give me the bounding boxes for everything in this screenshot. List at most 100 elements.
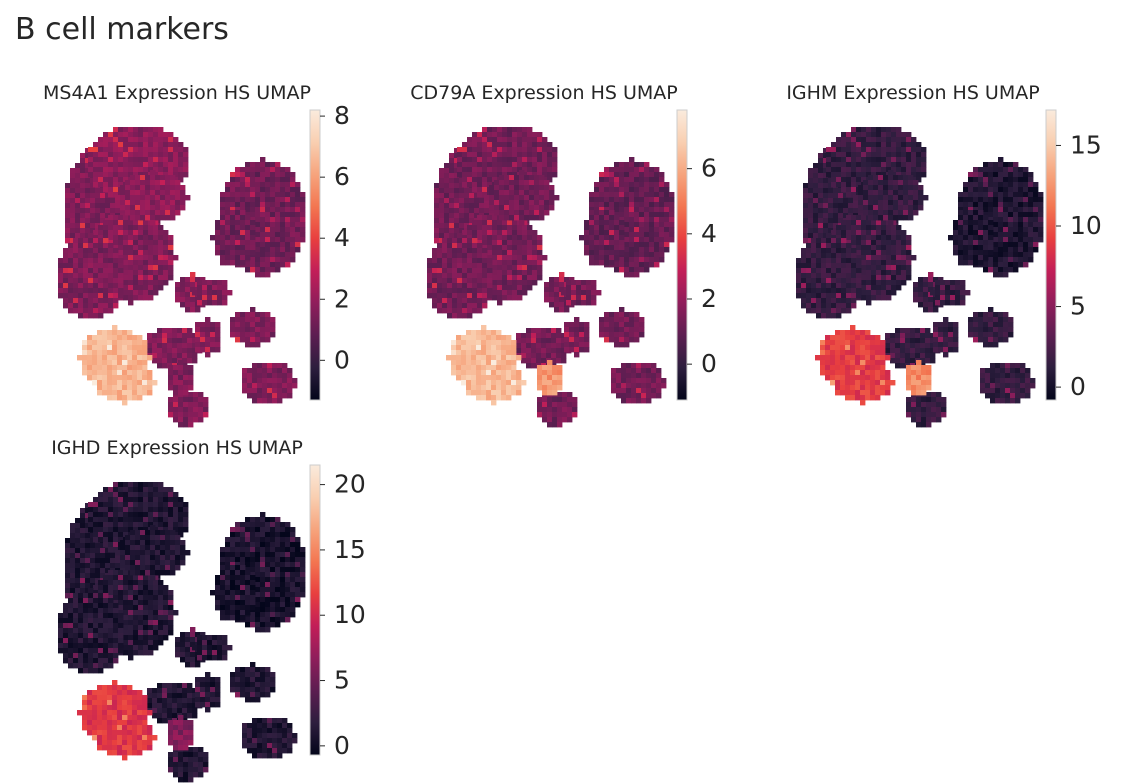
umap-cell [172,328,178,334]
umap-cell [544,287,550,293]
umap-cell [669,202,675,208]
umap-cell [487,273,493,279]
umap-cell [476,355,482,361]
umap-cell [447,308,453,314]
umap-cell [634,267,640,273]
umap-cell [549,205,555,211]
umap-cell [168,157,174,163]
umap-cell [813,168,819,174]
umap-cell [73,253,79,259]
umap-cell [452,273,458,279]
umap-cell [137,390,143,396]
umap-cell [80,208,86,214]
umap-cell [634,237,640,243]
umap-cell [103,303,109,309]
umap-cell [182,338,188,344]
umap-cell [130,190,136,196]
umap-cell [813,178,819,184]
umap-cell [240,187,246,193]
umap-cell [656,378,662,384]
umap-cell [123,260,129,266]
umap-cell [102,375,108,381]
umap-cell [541,328,547,334]
umap-cell [639,317,645,323]
umap-cell [551,343,557,349]
umap-cell [492,255,498,261]
umap-cell [624,232,630,238]
umap-cell [511,355,517,361]
umap-cell [93,293,99,299]
umap-cell [93,177,99,183]
umap-cell [466,330,472,336]
umap-cell [532,235,538,241]
umap-cell [514,210,520,216]
umap-cell [507,235,513,241]
umap-cell [572,407,578,413]
umap-cell [853,203,859,209]
umap-cell [163,162,169,168]
umap-cell [506,360,512,366]
umap-cell [636,378,642,384]
umap-cell [98,182,104,188]
umap-cell [551,348,557,354]
umap-cell [285,207,291,213]
umap-cell [245,337,251,343]
umap-cell [634,227,640,233]
umap-cell [108,303,114,309]
umap-cell [118,127,124,133]
umap-cell [514,200,520,206]
umap-cell [504,180,510,186]
umap-cell [82,355,88,361]
umap-cell [220,207,226,213]
umap-cell [853,208,859,214]
umap-cell [561,353,567,359]
umap-cell [103,308,109,314]
umap-cell [511,345,517,351]
umap-cell [476,360,482,366]
umap-cell [65,218,71,224]
umap-cell [250,202,256,208]
umap-cell [477,167,483,173]
umap-cell [285,202,291,208]
umap-cell [183,390,189,396]
umap-cell [212,285,218,291]
umap-cell [534,185,540,191]
umap-cell [107,365,113,371]
umap-cell [163,152,169,158]
umap-cell [594,230,600,236]
umap-cell [813,198,819,204]
umap-cell [547,412,553,418]
umap-cell [497,260,503,266]
umap-cell [611,383,617,389]
umap-cell [265,252,271,258]
umap-cell [471,340,477,346]
umap-cell [123,220,129,226]
umap-cell [255,212,261,218]
umap-cell [891,235,897,241]
umap-cell [130,210,136,216]
umap-cell [153,142,159,148]
umap-cell [153,162,159,168]
umap-cell [123,142,129,148]
umap-cell [173,417,179,423]
umap-cell [471,335,477,341]
umap-cell [230,245,236,251]
umap-cell [88,248,94,254]
umap-cell [501,395,507,401]
umap-cell [170,175,176,181]
umap-cell [813,228,819,234]
colorbar-tick-label: 4 [334,223,350,252]
umap-cell [138,157,144,163]
umap-cell [222,285,228,291]
umap-cell [168,275,174,281]
umap-cell [517,245,523,251]
umap-cell [137,365,143,371]
umap-cell [63,273,69,279]
umap-cell [262,388,268,394]
umap-cell [477,137,483,143]
umap-cell [823,163,829,169]
umap-cell [245,240,251,246]
umap-cell [122,330,128,336]
umap-cell [128,300,134,306]
umap-cell [158,265,164,271]
